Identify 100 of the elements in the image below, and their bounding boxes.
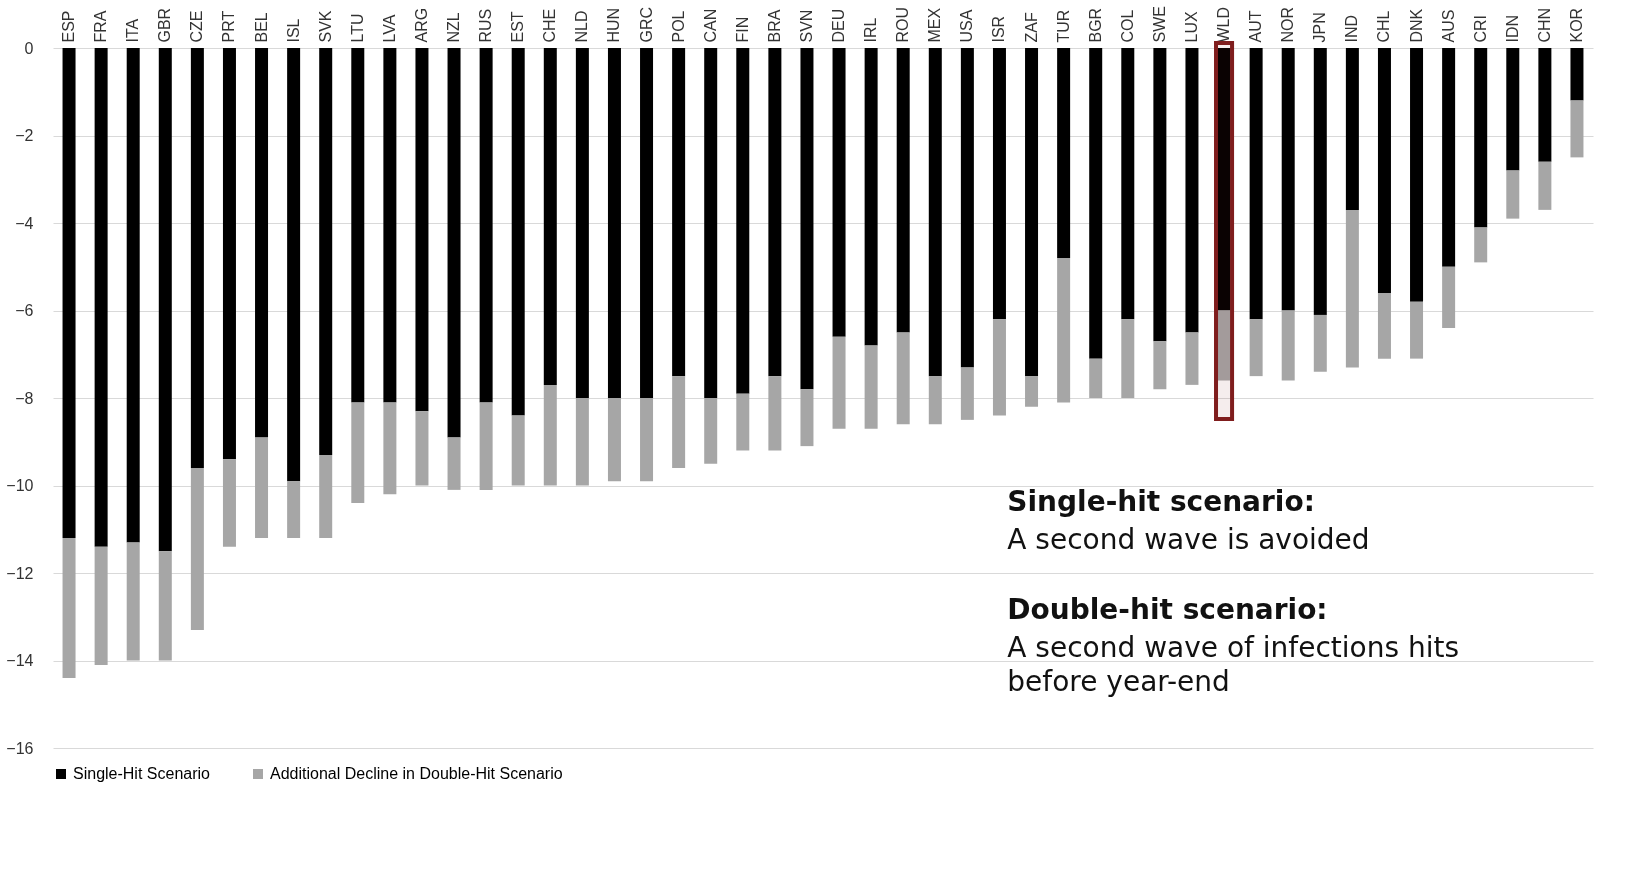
x-tick-label: IDN xyxy=(1503,14,1521,43)
x-tick-label: LVA xyxy=(380,14,398,43)
bar xyxy=(447,48,461,438)
x-tick-label: COL xyxy=(1118,9,1136,43)
bar xyxy=(704,48,718,398)
bar xyxy=(896,332,910,425)
bar xyxy=(1538,161,1552,210)
x-tick-label: ARG xyxy=(412,7,430,43)
x-tick-label: WLD xyxy=(1215,6,1233,43)
bar xyxy=(1313,48,1327,315)
annotation: A second wave of infections hits before year-end xyxy=(1007,631,1460,698)
bar xyxy=(1570,100,1584,158)
bar xyxy=(960,367,974,420)
bar xyxy=(1153,341,1167,390)
bar xyxy=(351,402,365,503)
bar xyxy=(1249,48,1263,320)
y-tick-label: −10 xyxy=(6,477,34,494)
bar xyxy=(704,398,718,464)
bar xyxy=(543,48,557,385)
x-tick-label: GBR xyxy=(156,7,174,43)
bar xyxy=(222,48,236,460)
x-tick-label: CHL xyxy=(1375,10,1393,43)
bar xyxy=(1345,48,1359,210)
bar xyxy=(1410,301,1424,359)
bar xyxy=(1185,48,1199,333)
x-tick-label: AUT xyxy=(1247,10,1265,43)
x-tick-label: NZL xyxy=(445,12,463,43)
bar xyxy=(62,48,76,538)
bar xyxy=(1217,310,1231,381)
bar xyxy=(1025,376,1039,407)
bar xyxy=(864,345,878,429)
bar xyxy=(896,48,910,333)
bar xyxy=(222,459,236,547)
bar xyxy=(415,48,429,412)
bar xyxy=(960,48,974,368)
bar xyxy=(575,48,589,398)
y-tick-label: −6 xyxy=(15,302,34,319)
bar xyxy=(1377,48,1391,293)
x-tick-label: IND xyxy=(1343,14,1361,43)
bar xyxy=(992,48,1006,320)
bar xyxy=(126,542,140,661)
bar xyxy=(94,48,108,547)
bar xyxy=(1025,48,1039,377)
x-tick-label: DEU xyxy=(830,8,848,43)
bar xyxy=(255,437,269,538)
x-tick-label: DNK xyxy=(1407,8,1425,43)
bar xyxy=(190,48,204,468)
bar xyxy=(928,376,942,425)
bar xyxy=(832,336,846,429)
x-tick-label: ZAF xyxy=(1022,12,1040,43)
x-tick-label: POL xyxy=(669,10,687,43)
bar xyxy=(1538,48,1552,162)
bar xyxy=(1410,48,1424,302)
x-tick-label: SWE xyxy=(1150,6,1168,43)
bar xyxy=(383,402,397,495)
x-tick-label: CHN xyxy=(1535,7,1553,43)
legend-label: Single-Hit Scenario xyxy=(73,765,211,782)
x-tick-label: MEX xyxy=(926,7,944,43)
bar xyxy=(319,48,333,455)
x-tick-label: AUS xyxy=(1439,9,1457,43)
x-tick-label: USA xyxy=(958,9,976,43)
bar xyxy=(511,48,525,416)
x-tick-label: EST xyxy=(509,11,527,43)
bar xyxy=(415,411,429,486)
annotation: Double-hit scenario: xyxy=(1007,593,1328,626)
y-tick-label: −12 xyxy=(6,564,34,582)
y-tick-label: −8 xyxy=(15,389,34,407)
x-tick-label: ISL xyxy=(284,18,302,43)
bar xyxy=(1570,48,1584,101)
y-tick-label: −16 xyxy=(6,739,34,757)
x-tick-label: JPN xyxy=(1311,12,1329,43)
x-tick-label: NLD xyxy=(573,10,591,43)
annotation: A second wave is avoided xyxy=(1007,523,1370,556)
x-tick-label: BRA xyxy=(765,9,783,43)
x-tick-label: FIN xyxy=(733,16,751,43)
annotation: Single-hit scenario: xyxy=(1007,485,1315,518)
bar xyxy=(190,468,204,630)
bar xyxy=(1249,319,1263,377)
bar xyxy=(1057,48,1071,258)
bar xyxy=(1281,310,1295,381)
bar xyxy=(383,48,397,403)
x-tick-label: ISR xyxy=(990,15,1008,43)
bar xyxy=(1281,48,1295,311)
bar xyxy=(1474,48,1488,228)
x-tick-label: FRA xyxy=(92,10,110,43)
x-tick-label: PRT xyxy=(220,10,238,43)
bar xyxy=(607,398,621,482)
x-tick-label: TUR xyxy=(1054,9,1072,43)
bar xyxy=(1377,293,1391,359)
y-tick-label: 0 xyxy=(24,39,34,57)
x-tick-label: CHE xyxy=(541,8,559,43)
bar xyxy=(511,415,525,486)
bar xyxy=(928,48,942,377)
bar xyxy=(479,402,493,490)
bar xyxy=(255,48,269,438)
bar xyxy=(672,376,686,468)
bar xyxy=(640,398,654,482)
x-tick-label: CAN xyxy=(701,8,719,43)
bar xyxy=(1506,170,1520,219)
bar xyxy=(479,48,493,403)
